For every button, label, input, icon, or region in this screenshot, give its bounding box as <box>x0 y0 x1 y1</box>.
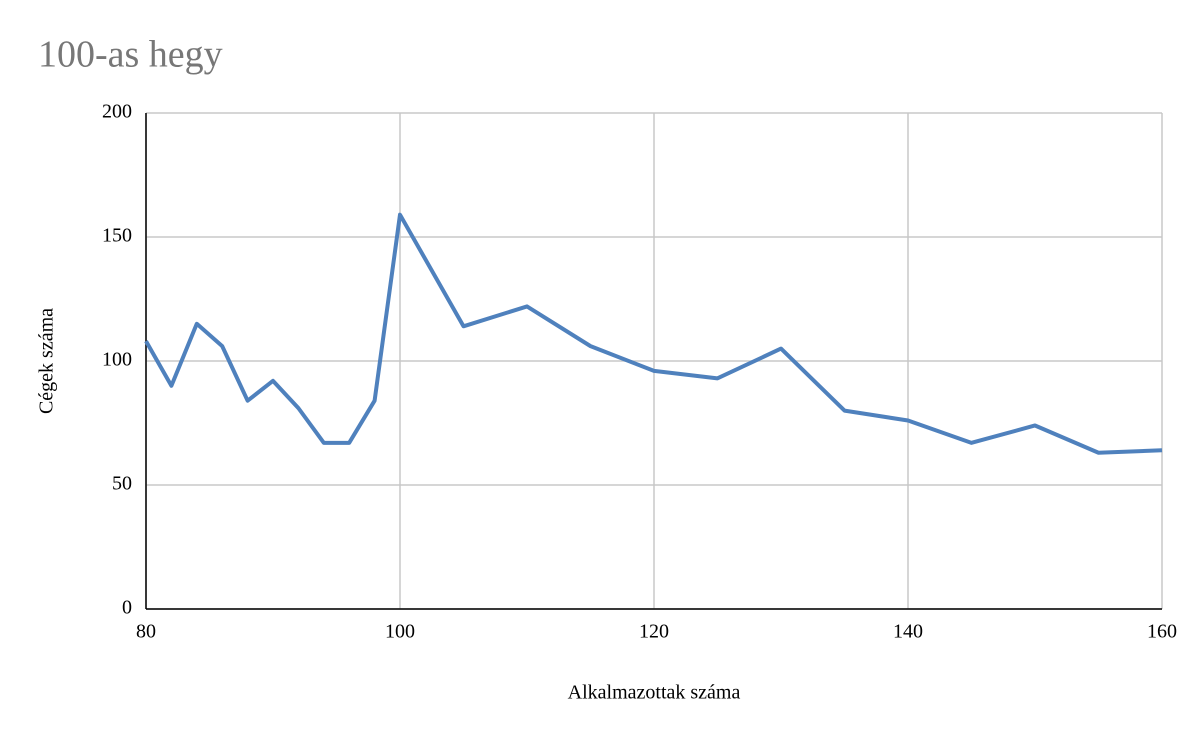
chart-title: 100-as hegy <box>38 34 223 76</box>
y-axis-label: Cégek száma <box>36 308 58 414</box>
x-axis-label: Alkalmazottak száma <box>568 682 741 704</box>
y-tick-label: 150 <box>102 225 132 247</box>
x-tick-label: 160 <box>1147 621 1177 643</box>
y-tick-label: 200 <box>102 101 132 123</box>
y-tick-label: 0 <box>122 597 132 619</box>
x-tick-label: 120 <box>639 621 669 643</box>
y-tick-label: 50 <box>112 473 132 495</box>
x-tick-label: 100 <box>385 621 415 643</box>
data-line <box>144 212 1163 455</box>
x-tick-label: 80 <box>136 621 156 643</box>
y-tick-label: 100 <box>102 349 132 371</box>
x-tick-label: 140 <box>893 621 923 643</box>
